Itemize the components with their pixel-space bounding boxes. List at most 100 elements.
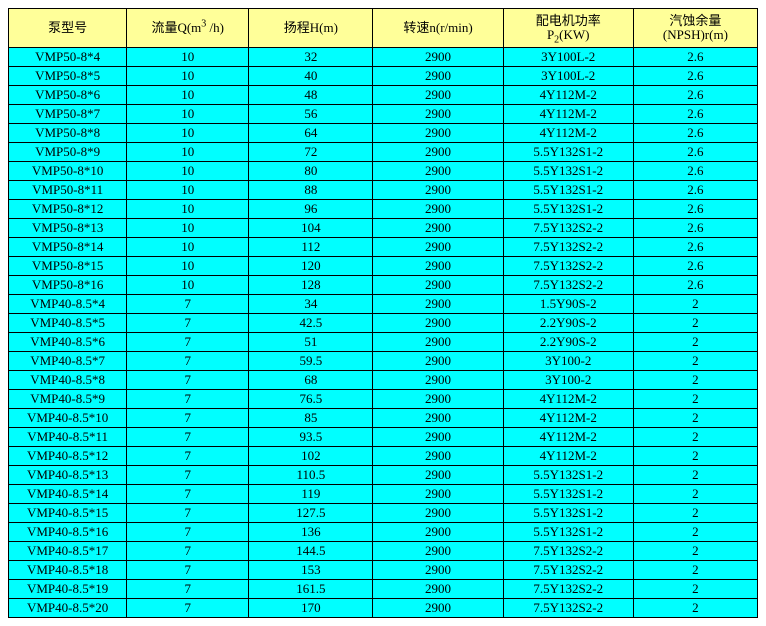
cell-col-2: 96	[249, 200, 373, 219]
cell-col-4: 7.5Y132S2-2	[503, 580, 633, 599]
cell-col-1: 10	[127, 48, 249, 67]
cell-col-2: 144.5	[249, 542, 373, 561]
cell-col-0: VMP50-8*10	[9, 162, 127, 181]
cell-col-3: 2900	[373, 485, 503, 504]
cell-col-5: 2	[633, 428, 757, 447]
cell-col-1: 10	[127, 67, 249, 86]
table-row: VMP50-8*161012829007.5Y132S2-22.6	[9, 276, 758, 295]
table-row: VMP40-8.5*20717029007.5Y132S2-22	[9, 599, 758, 618]
table-row: VMP50-8*5104029003Y100L-22.6	[9, 67, 758, 86]
cell-col-2: 48	[249, 86, 373, 105]
table-row: VMP40-8.5*7759.529003Y100-22	[9, 352, 758, 371]
cell-col-2: 102	[249, 447, 373, 466]
cell-col-4: 7.5Y132S2-2	[503, 542, 633, 561]
table-body: VMP50-8*4103229003Y100L-22.6VMP50-8*5104…	[9, 48, 758, 618]
cell-col-2: 34	[249, 295, 373, 314]
cell-col-2: 104	[249, 219, 373, 238]
cell-col-3: 2900	[373, 200, 503, 219]
cell-col-5: 2	[633, 390, 757, 409]
cell-col-1: 7	[127, 390, 249, 409]
cell-col-0: VMP40-8.5*20	[9, 599, 127, 618]
cell-col-4: 3Y100L-2	[503, 67, 633, 86]
cell-col-3: 2900	[373, 352, 503, 371]
cell-col-4: 7.5Y132S2-2	[503, 276, 633, 295]
cell-col-3: 2900	[373, 599, 503, 618]
cell-col-0: VMP50-8*7	[9, 105, 127, 124]
cell-col-5: 2	[633, 333, 757, 352]
cell-col-0: VMP40-8.5*19	[9, 580, 127, 599]
cell-col-4: 1.5Y90S-2	[503, 295, 633, 314]
cell-col-1: 10	[127, 124, 249, 143]
cell-col-3: 2900	[373, 409, 503, 428]
cell-col-5: 2.6	[633, 162, 757, 181]
table-row: VMP50-8*10108029005.5Y132S1-22.6	[9, 162, 758, 181]
cell-col-4: 4Y112M-2	[503, 124, 633, 143]
cell-col-3: 2900	[373, 105, 503, 124]
cell-col-1: 7	[127, 580, 249, 599]
cell-col-5: 2	[633, 523, 757, 542]
cell-col-2: 76.5	[249, 390, 373, 409]
cell-col-4: 2.2Y90S-2	[503, 333, 633, 352]
cell-col-3: 2900	[373, 295, 503, 314]
cell-col-4: 5.5Y132S1-2	[503, 181, 633, 200]
table-row: VMP50-8*6104829004Y112M-22.6	[9, 86, 758, 105]
table-row: VMP40-8.5*197161.529007.5Y132S2-22	[9, 580, 758, 599]
cell-col-2: 56	[249, 105, 373, 124]
cell-col-0: VMP50-8*16	[9, 276, 127, 295]
cell-col-5: 2.6	[633, 181, 757, 200]
cell-col-2: 72	[249, 143, 373, 162]
cell-col-0: VMP40-8.5*4	[9, 295, 127, 314]
cell-col-3: 2900	[373, 238, 503, 257]
cell-col-3: 2900	[373, 143, 503, 162]
cell-col-0: VMP40-8.5*6	[9, 333, 127, 352]
cell-col-2: 128	[249, 276, 373, 295]
table-row: VMP40-8.5*11793.529004Y112M-22	[9, 428, 758, 447]
table-header: 泵型号流量Q(m3 /h)扬程H(m)转速n(r/min)配电机功率P2(KW)…	[9, 9, 758, 48]
cell-col-0: VMP50-8*5	[9, 67, 127, 86]
table-row: VMP50-8*9107229005.5Y132S1-22.6	[9, 143, 758, 162]
cell-col-3: 2900	[373, 162, 503, 181]
cell-col-1: 10	[127, 276, 249, 295]
table-row: VMP40-8.5*18715329007.5Y132S2-22	[9, 561, 758, 580]
cell-col-0: VMP40-8.5*5	[9, 314, 127, 333]
cell-col-0: VMP50-8*15	[9, 257, 127, 276]
cell-col-4: 5.5Y132S1-2	[503, 466, 633, 485]
cell-col-1: 10	[127, 105, 249, 124]
cell-col-5: 2	[633, 542, 757, 561]
cell-col-2: 85	[249, 409, 373, 428]
cell-col-5: 2	[633, 371, 757, 390]
cell-col-0: VMP40-8.5*15	[9, 504, 127, 523]
cell-col-5: 2	[633, 295, 757, 314]
cell-col-2: 110.5	[249, 466, 373, 485]
cell-col-2: 40	[249, 67, 373, 86]
cell-col-0: VMP40-8.5*18	[9, 561, 127, 580]
cell-col-5: 2.6	[633, 257, 757, 276]
cell-col-3: 2900	[373, 333, 503, 352]
table-row: VMP40-8.5*137110.529005.5Y132S1-22	[9, 466, 758, 485]
cell-col-4: 7.5Y132S2-2	[503, 219, 633, 238]
cell-col-4: 5.5Y132S1-2	[503, 523, 633, 542]
cell-col-0: VMP40-8.5*14	[9, 485, 127, 504]
cell-col-2: 112	[249, 238, 373, 257]
table-row: VMP40-8.5*177144.529007.5Y132S2-22	[9, 542, 758, 561]
cell-col-3: 2900	[373, 561, 503, 580]
cell-col-5: 2	[633, 561, 757, 580]
cell-col-0: VMP50-8*12	[9, 200, 127, 219]
table-row: VMP50-8*141011229007.5Y132S2-22.6	[9, 238, 758, 257]
table-row: VMP40-8.5*675129002.2Y90S-22	[9, 333, 758, 352]
cell-col-1: 10	[127, 143, 249, 162]
cell-col-2: 59.5	[249, 352, 373, 371]
cell-col-4: 3Y100L-2	[503, 48, 633, 67]
cell-col-4: 7.5Y132S2-2	[503, 257, 633, 276]
cell-col-2: 119	[249, 485, 373, 504]
cell-col-1: 7	[127, 504, 249, 523]
cell-col-4: 2.2Y90S-2	[503, 314, 633, 333]
cell-col-1: 7	[127, 352, 249, 371]
cell-col-0: VMP50-8*9	[9, 143, 127, 162]
cell-col-2: 93.5	[249, 428, 373, 447]
table-row: VMP50-8*11108829005.5Y132S1-22.6	[9, 181, 758, 200]
cell-col-3: 2900	[373, 542, 503, 561]
cell-col-5: 2.6	[633, 67, 757, 86]
cell-col-5: 2.6	[633, 238, 757, 257]
cell-col-1: 7	[127, 485, 249, 504]
